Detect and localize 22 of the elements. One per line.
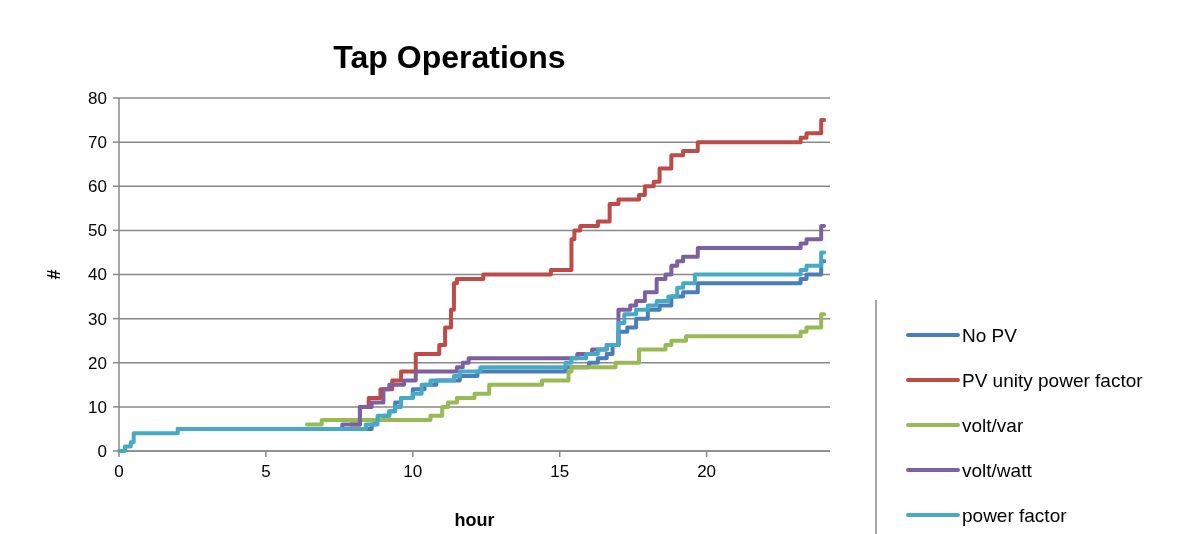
- chart-title: Tap Operations: [333, 39, 566, 75]
- y-tick-label: 30: [88, 309, 107, 329]
- y-tick-label: 20: [88, 353, 107, 373]
- x-tick-label: 20: [697, 462, 717, 481]
- y-tick-label: 40: [88, 265, 107, 285]
- legend-label: volt/watt: [962, 459, 1033, 481]
- y-tick-label: 70: [88, 133, 107, 153]
- legend-label: volt/var: [962, 414, 1024, 436]
- x-tick-label: 5: [261, 462, 271, 481]
- y-tick-label: 10: [88, 397, 107, 417]
- legend-label: power factor: [962, 504, 1068, 526]
- x-axis-title: hour: [454, 510, 495, 530]
- y-tick-label: 0: [97, 441, 107, 461]
- legend-label: PV unity power factor: [962, 369, 1144, 391]
- y-axis-title: #: [44, 269, 64, 280]
- y-tick-label: 50: [88, 221, 107, 241]
- legend-label: No PV: [962, 324, 1018, 346]
- y-tick-label: 80: [88, 88, 107, 108]
- y-tick-label: 60: [88, 177, 107, 197]
- x-tick-label: 15: [550, 462, 570, 481]
- x-tick-label: 10: [403, 462, 423, 481]
- x-tick-label: 0: [114, 462, 124, 481]
